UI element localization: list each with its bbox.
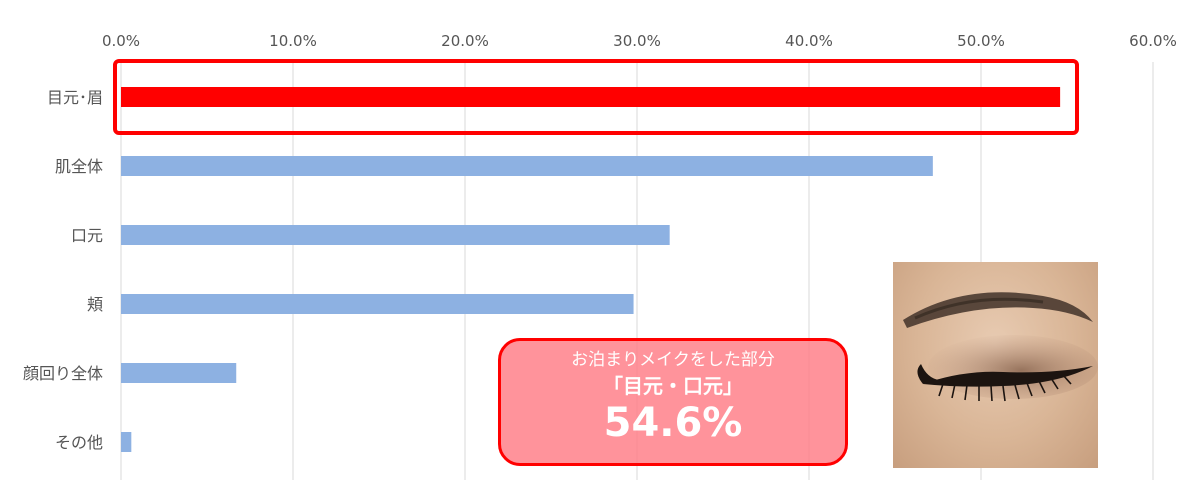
category-label: その他 [55, 433, 103, 452]
callout-subtitle: お泊まりメイクをした部分 [571, 350, 775, 370]
bar [121, 294, 634, 314]
highlight-box [113, 59, 1079, 135]
x-tick-label: 0.0% [102, 32, 140, 50]
bar [121, 432, 132, 452]
bar [121, 363, 237, 383]
summary-callout: お泊まりメイクをした部分 「目元・口元」 54.6% [498, 338, 848, 466]
bar [121, 87, 1061, 107]
x-tick-label: 50.0% [957, 32, 1005, 50]
x-tick-label: 40.0% [785, 32, 833, 50]
x-tick-label: 10.0% [269, 32, 317, 50]
category-label: 口元 [71, 226, 103, 245]
closed-eye-makeup-photo [893, 262, 1098, 468]
eye-icon [903, 292, 1098, 402]
callout-value: 54.6% [603, 400, 743, 446]
x-tick-label: 60.0% [1129, 32, 1177, 50]
category-label: 目元･眉 [47, 88, 103, 107]
x-tick-label: 30.0% [613, 32, 661, 50]
bars [121, 87, 1061, 452]
bar [121, 225, 670, 245]
callout-label: 「目元・口元」 [603, 374, 743, 398]
x-axis-ticks: 0.0% 10.0% 20.0% 30.0% 40.0% 50.0% 60.0% [102, 32, 1177, 50]
category-label: 頬 [87, 295, 103, 314]
x-tick-label: 20.0% [441, 32, 489, 50]
category-label: 肌全体 [55, 157, 103, 176]
bar [121, 156, 933, 176]
category-label: 顔回り全体 [23, 364, 103, 383]
